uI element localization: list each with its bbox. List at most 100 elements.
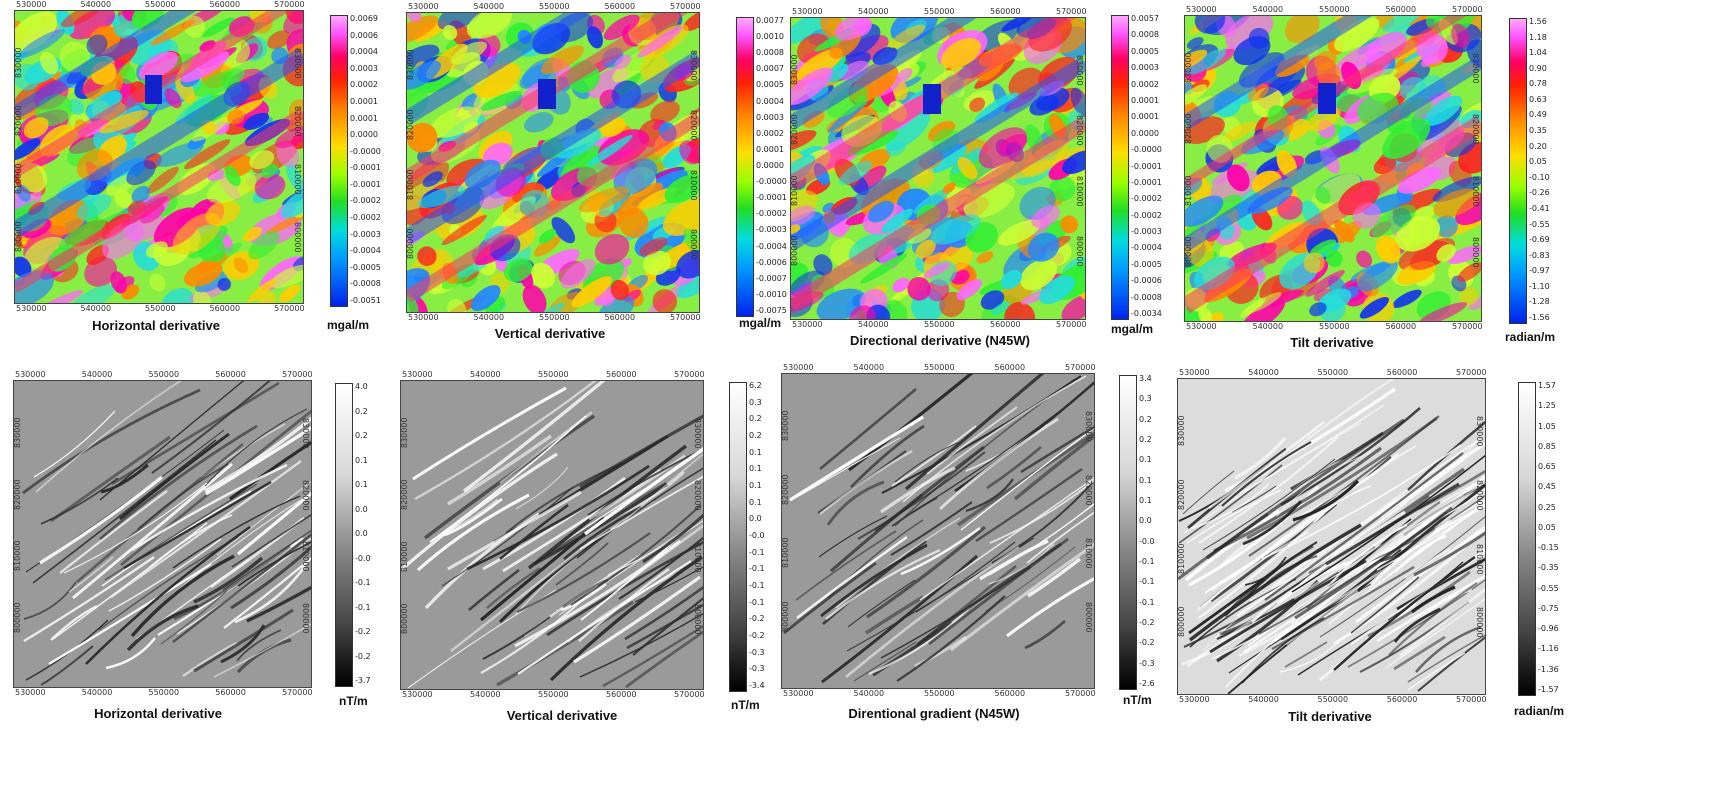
lineament — [986, 445, 1042, 490]
panel-caption: Direntional gradient (N45W) — [848, 706, 1020, 721]
colorbar-unit: radian/m — [1505, 330, 1556, 344]
anomaly-blob — [1226, 164, 1250, 192]
lineament — [939, 417, 1059, 511]
lineament — [562, 578, 609, 609]
anomaly-blob — [18, 29, 65, 58]
x-tick-bottom: 560000 — [1386, 695, 1418, 704]
y-tick-left: 830000 — [13, 417, 22, 448]
anomaly-blob — [131, 185, 151, 203]
lineament — [579, 475, 703, 550]
x-tick-bottom: 570000 — [274, 304, 305, 313]
x-tick-bottom: 530000 — [792, 320, 823, 329]
map-image — [14, 10, 304, 304]
anomaly-blob — [1061, 294, 1085, 319]
anomaly-blob — [422, 171, 443, 187]
anomaly-blob — [1186, 37, 1204, 50]
linear-trend — [15, 108, 303, 293]
y-tick-left: 800000 — [13, 601, 22, 633]
lineament — [835, 517, 961, 609]
anomaly-blob — [603, 14, 640, 41]
y-tick-left: 810000 — [1177, 542, 1186, 574]
colorbar-label: -0.0001 — [350, 163, 381, 173]
low-anomaly — [1318, 83, 1336, 114]
y-tick-left: 800000 — [1184, 236, 1193, 267]
anomaly-blob — [849, 305, 876, 319]
anomaly-blob — [578, 186, 630, 213]
x-tick-bottom: 530000 — [402, 690, 433, 699]
x-tick-bottom: 560000 — [990, 320, 1021, 329]
colorbar-label: -0.0003 — [756, 225, 787, 235]
anomaly-blob — [540, 45, 584, 75]
colorbar-label: 0.1 — [355, 455, 368, 465]
lineament — [989, 479, 1094, 544]
lineament — [798, 437, 901, 497]
lineament — [447, 434, 552, 506]
colorbar-label: -0.2 — [355, 651, 371, 661]
lineament — [76, 442, 244, 583]
anomaly-blob — [1352, 202, 1381, 229]
lineament — [229, 440, 311, 501]
y-tick-left: 800000 — [400, 603, 409, 634]
x-tick-bottom: 570000 — [670, 313, 701, 322]
x-tick-top: 550000 — [538, 370, 569, 379]
anomaly-blob — [838, 160, 873, 186]
anomaly-blob — [1194, 16, 1226, 34]
anomaly-blob — [1233, 36, 1271, 66]
anomaly-blob — [560, 258, 596, 289]
anomaly-blob — [155, 142, 204, 167]
lineament — [149, 514, 233, 568]
anomaly-blob — [683, 228, 699, 253]
lineament — [570, 504, 702, 606]
anomaly-blob — [99, 110, 149, 134]
colorbar-label: 0.05 — [1538, 522, 1556, 532]
anomaly-blob — [254, 173, 286, 200]
anomaly-blob — [15, 138, 41, 161]
colorbar-label: 0.0001 — [1131, 112, 1159, 122]
colorbar — [330, 15, 348, 307]
linear-trend — [407, 13, 592, 125]
lineament — [576, 467, 703, 559]
x-tick-top: 570000 — [674, 370, 705, 379]
x-tick-top: 540000 — [853, 363, 885, 372]
lineament — [496, 600, 634, 687]
anomaly-blob — [1356, 250, 1373, 268]
y-tick-right: 800000 — [693, 604, 702, 635]
colorbar-label: -0.0001 — [1131, 177, 1162, 187]
lineament — [52, 522, 208, 640]
linear-trend — [1185, 56, 1481, 251]
anomaly-blob — [145, 241, 168, 259]
y-tick-left: 830000 — [400, 417, 409, 448]
x-tick-top: 560000 — [994, 363, 1026, 372]
x-tick-top: 540000 — [81, 370, 113, 379]
anomaly-blob — [1244, 292, 1282, 315]
anomaly-blob — [227, 109, 245, 125]
anomaly-blob — [1424, 95, 1463, 126]
colorbar-unit: radian/m — [1514, 704, 1565, 718]
x-tick-top: 540000 — [80, 0, 112, 9]
lineament — [193, 556, 264, 604]
lineament — [988, 543, 1055, 585]
lineament — [72, 462, 233, 600]
anomaly-blob — [110, 271, 127, 294]
x-tick-bottom: 550000 — [538, 690, 569, 699]
lineament — [1186, 489, 1282, 544]
anomaly-blob — [650, 100, 680, 124]
anomaly-blob — [16, 185, 31, 202]
anomaly-blob — [447, 299, 467, 312]
anomaly-blob — [1185, 306, 1202, 321]
anomaly-blob — [614, 54, 632, 70]
y-tick-right: 820000 — [689, 109, 698, 141]
colorbar-label: 0.0005 — [756, 80, 784, 90]
y-tick-left: 820000 — [406, 109, 415, 140]
lineament — [50, 435, 171, 523]
lineament — [126, 604, 199, 652]
x-tick-bottom: 560000 — [604, 313, 636, 322]
anomaly-blob — [1457, 262, 1481, 282]
colorbar-label: 0.1 — [1139, 455, 1152, 465]
y-tick-right: 810000 — [1471, 175, 1480, 207]
x-tick-bottom: 530000 — [1179, 695, 1210, 704]
anomaly-blob — [161, 287, 194, 303]
colorbar-label: -0.0008 — [350, 279, 381, 289]
lineament — [1417, 469, 1485, 511]
lineament — [783, 561, 877, 635]
